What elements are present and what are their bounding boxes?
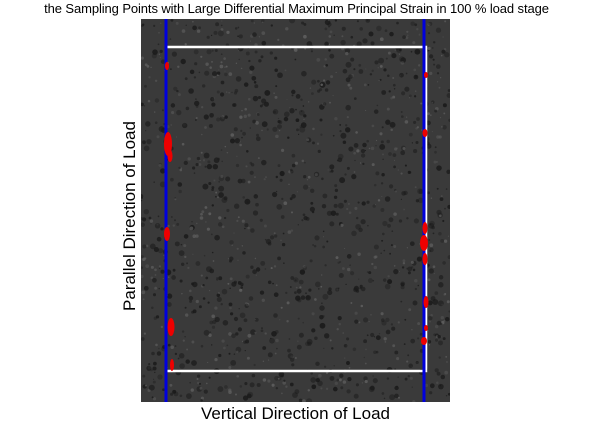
strain-point — [422, 129, 428, 137]
y-axis-label: Parallel Direction of Load — [120, 121, 139, 311]
strain-point — [422, 222, 428, 234]
strain-point — [164, 227, 170, 241]
overlay-layer — [164, 19, 429, 402]
strain-point — [421, 337, 427, 345]
x-axis-label: Vertical Direction of Load — [201, 404, 390, 423]
strain-point — [424, 325, 428, 331]
speckle-pattern — [141, 19, 450, 402]
strain-point — [420, 235, 428, 251]
strain-point — [423, 296, 429, 308]
strain-point — [422, 253, 428, 265]
strain-points-right — [420, 72, 429, 345]
figure-title: the Sampling Points with Large Different… — [44, 1, 549, 16]
strain-point — [170, 359, 174, 371]
strain-point — [167, 318, 175, 336]
strain-point — [167, 150, 173, 162]
strain-points-left — [164, 62, 175, 371]
specimen-image — [141, 19, 450, 402]
analysis-region-outline — [164, 45, 428, 373]
strain-point — [424, 72, 428, 78]
strain-point — [165, 62, 169, 70]
